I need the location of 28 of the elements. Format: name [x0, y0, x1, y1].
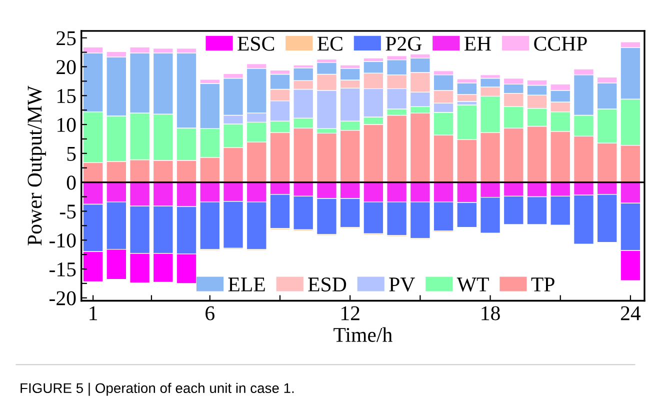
legend-label: ELE — [228, 278, 265, 292]
y-tick-label: 20 — [56, 60, 76, 74]
x-tick-label: 12 — [341, 306, 360, 320]
y-tick-label: 10 — [58, 118, 76, 132]
y-tick-label: -15 — [50, 262, 76, 276]
y-tick-label: 5 — [67, 146, 76, 161]
x-tick-label: 1 — [90, 306, 98, 320]
legend-label: EH — [464, 36, 492, 51]
legend-label: ESD — [308, 278, 346, 292]
legend-label: CCHP — [534, 36, 587, 51]
legend-label: ESC — [238, 36, 274, 51]
legend-label: EC — [317, 36, 342, 51]
legend-label: WT — [456, 278, 489, 292]
y-tick-label: 15 — [58, 89, 76, 104]
y-tick-label: 0 — [66, 176, 76, 190]
y-axis-title: Power Output/MW — [28, 86, 46, 246]
legend-label: TP — [531, 278, 554, 292]
x-tick-label: 18 — [482, 306, 500, 320]
y-tick-label: -10 — [50, 233, 76, 248]
y-tick-label: 25 — [56, 31, 76, 46]
legend-label: P2G — [386, 36, 422, 51]
legend-label: PV — [389, 278, 415, 292]
x-tick-label: 24 — [620, 306, 641, 320]
y-tick-label: -5 — [60, 204, 76, 219]
x-tick-label: 6 — [206, 306, 214, 320]
caption: FIGURE 5 | Operation of each unit in case 1. — [20, 382, 294, 396]
x-axis-title: Time/h — [334, 327, 392, 342]
y-tick-label: -20 — [50, 291, 76, 306]
